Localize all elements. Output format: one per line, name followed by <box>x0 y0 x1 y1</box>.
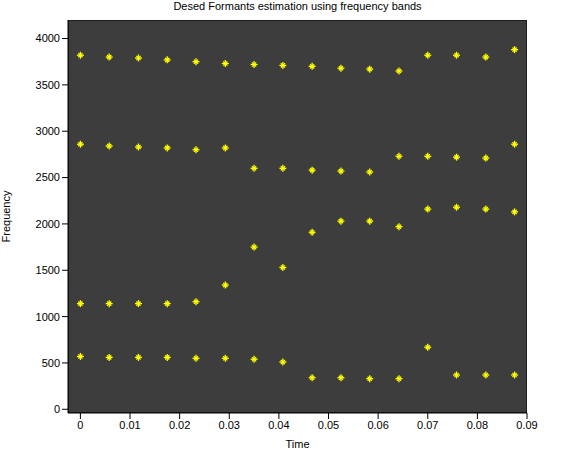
svg-text:0.02: 0.02 <box>169 419 190 431</box>
html-text:Desed Formants estimation usin: Desed Formants estimation using frequenc… <box>173 0 422 12</box>
svg-text:1500: 1500 <box>36 264 60 276</box>
svg-text:2500: 2500 <box>36 171 60 183</box>
svg-text:500: 500 <box>42 357 60 369</box>
svg-text:0.08: 0.08 <box>467 419 488 431</box>
svg-text:0: 0 <box>54 403 60 415</box>
svg-text:0.04: 0.04 <box>268 419 289 431</box>
svg-text:3500: 3500 <box>36 79 60 91</box>
svg-text:0.01: 0.01 <box>119 419 140 431</box>
svg-text:0.07: 0.07 <box>417 419 438 431</box>
svg-text:0.06: 0.06 <box>367 419 388 431</box>
svg-text:0.09: 0.09 <box>516 419 537 431</box>
svg-text:3000: 3000 <box>36 125 60 137</box>
svg-text:0.05: 0.05 <box>318 419 339 431</box>
svg-text:Time: Time <box>285 438 309 450</box>
svg-text:Frequency: Frequency <box>0 190 12 242</box>
svg-text:4000: 4000 <box>36 32 60 44</box>
svg-text:0.03: 0.03 <box>219 419 240 431</box>
svg-text:0: 0 <box>77 419 83 431</box>
svg-text:1000: 1000 <box>36 311 60 323</box>
svg-text:2000: 2000 <box>36 218 60 230</box>
